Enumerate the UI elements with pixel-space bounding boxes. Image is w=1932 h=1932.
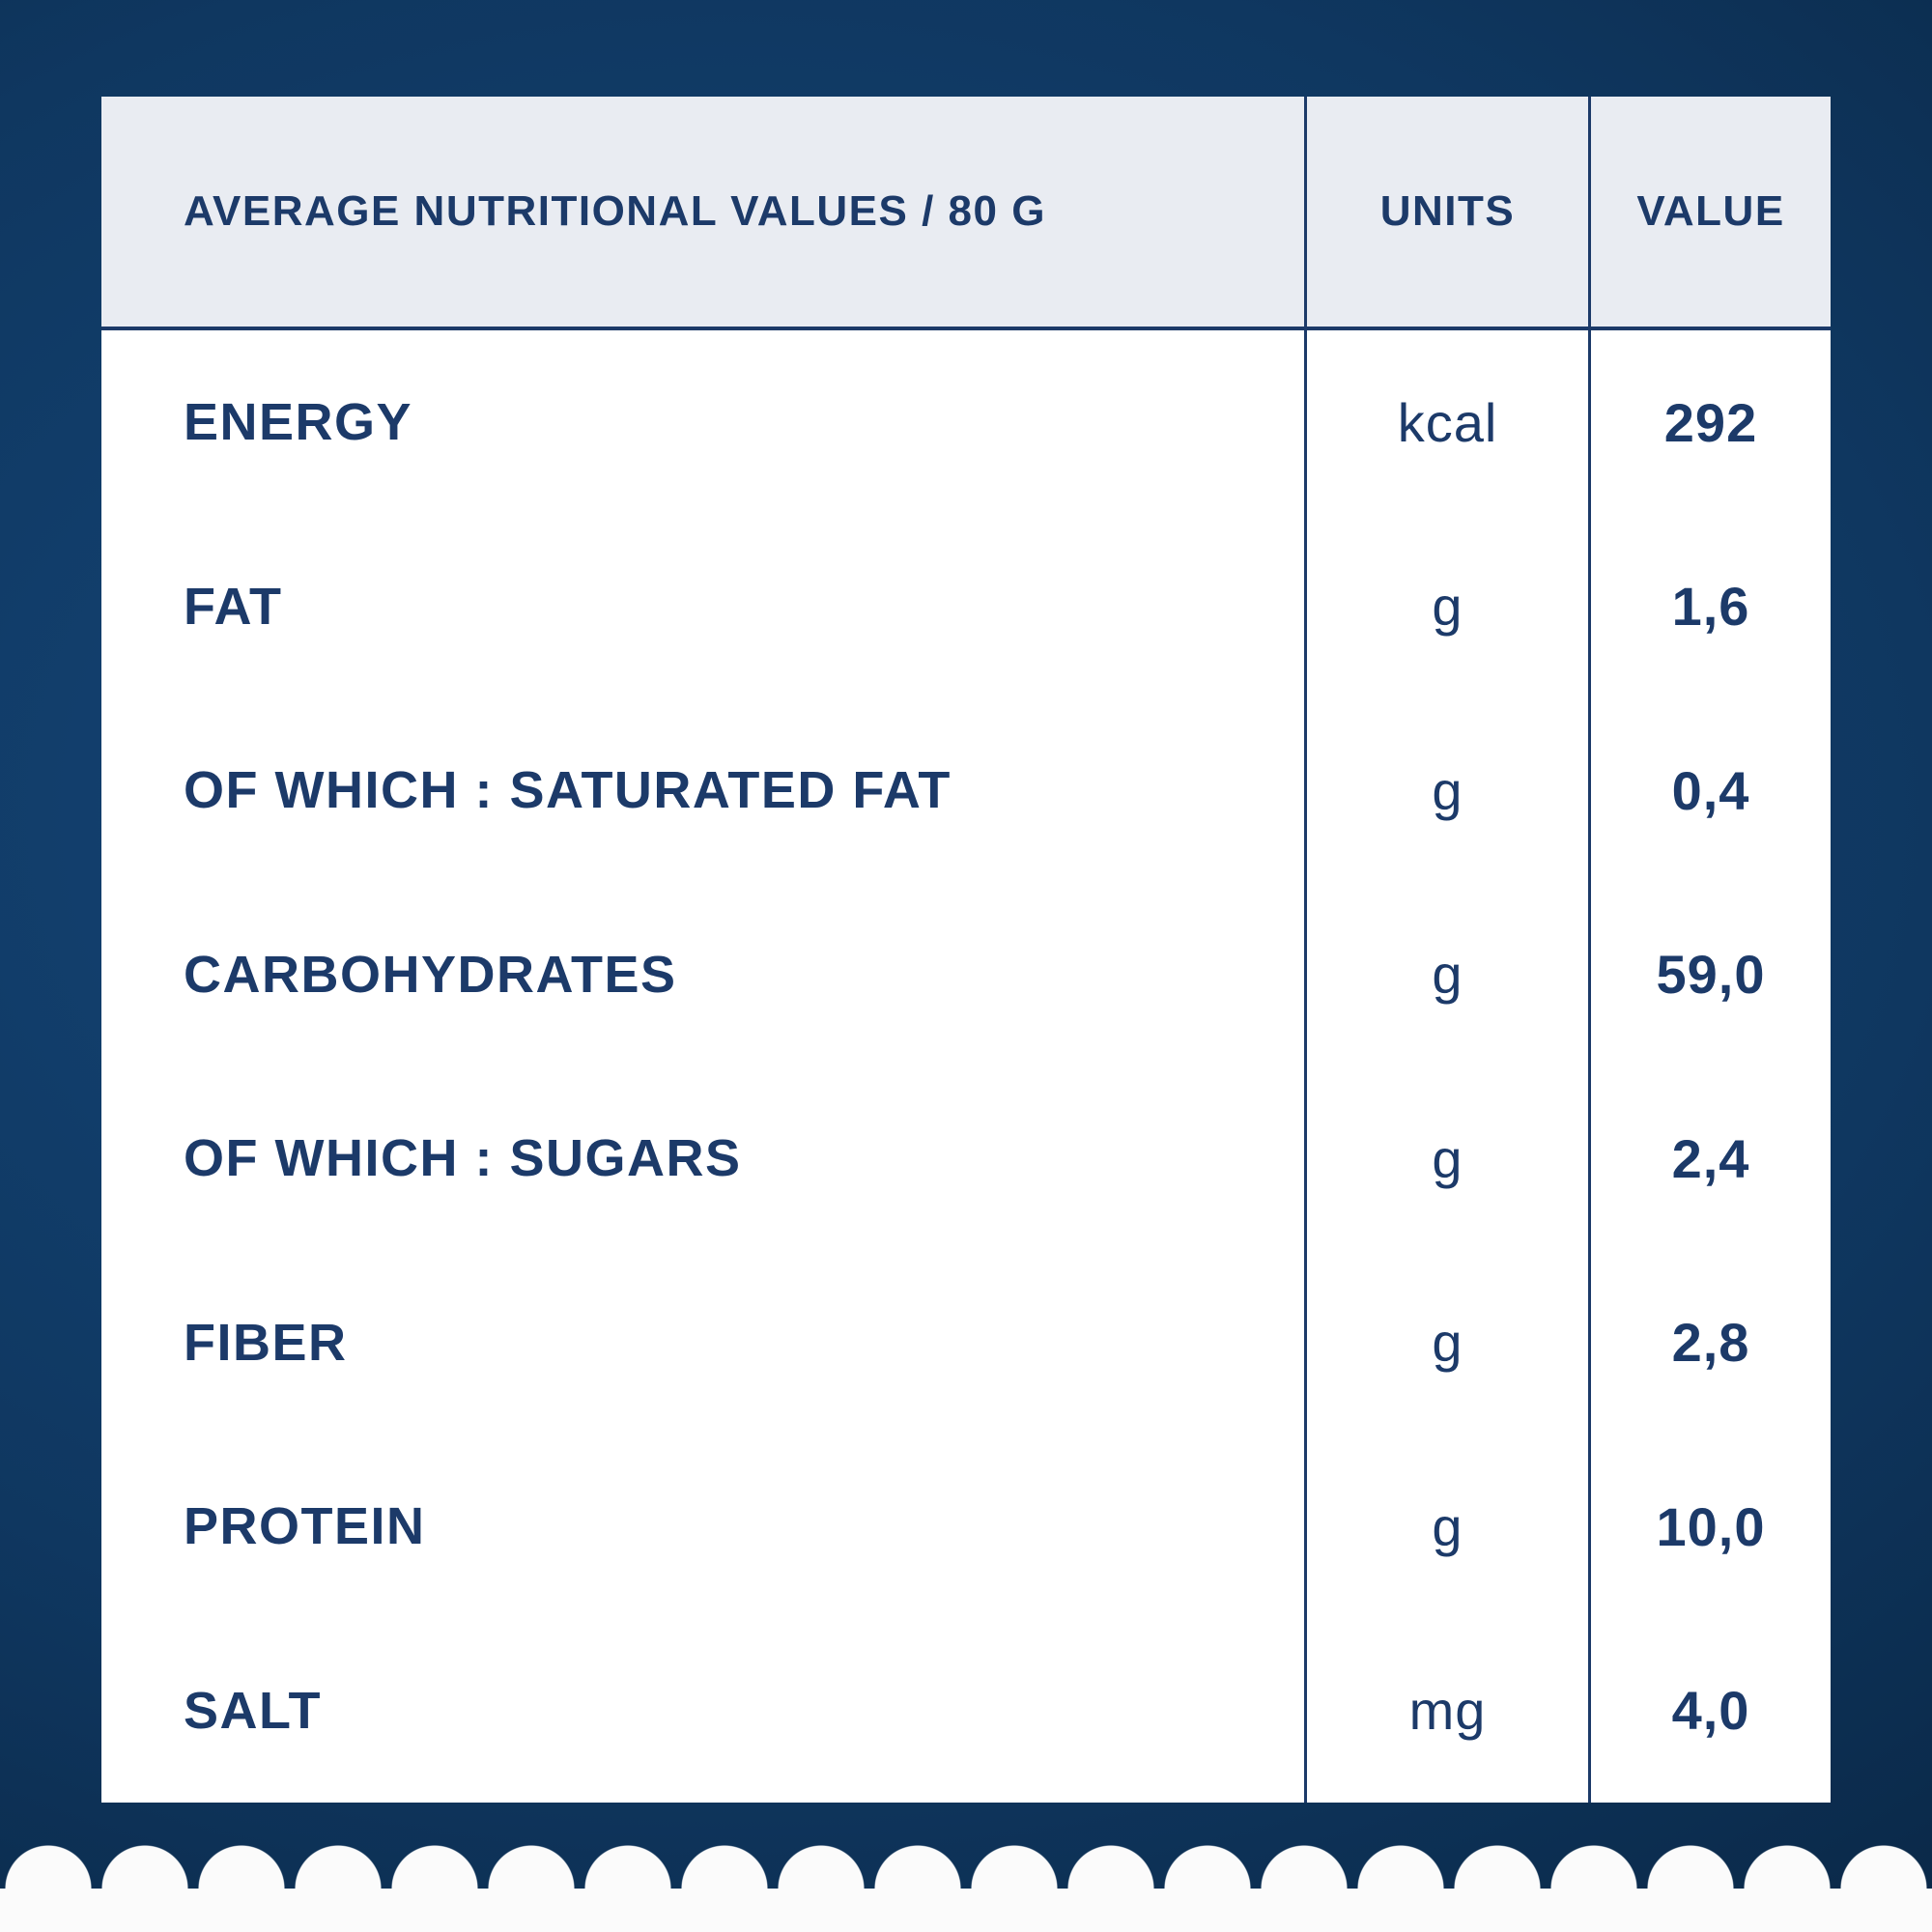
header-cell-value: VALUE <box>1636 187 1785 235</box>
row-units: g <box>1304 1066 1591 1251</box>
row-label: ENERGY <box>184 393 413 452</box>
row-units: g <box>1304 698 1591 883</box>
table-row-energy: ENERGY kcal 292 <box>101 330 1831 515</box>
row-units: g <box>1304 882 1591 1066</box>
table-row-salt: SALT mg 4,0 <box>101 1618 1831 1803</box>
table-row-sugars: OF WHICH : SUGARS g 2,4 <box>101 1066 1831 1251</box>
table-row-saturated-fat: OF WHICH : SATURATED FAT g 0,4 <box>101 698 1831 883</box>
row-units: mg <box>1304 1618 1591 1803</box>
row-units: g <box>1304 1250 1591 1435</box>
row-label: FIBER <box>184 1313 348 1372</box>
table-row-fat: FAT g 1,6 <box>101 514 1831 698</box>
row-value: 0,4 <box>1671 759 1750 821</box>
row-units: g <box>1304 514 1591 698</box>
row-label: PROTEIN <box>184 1497 426 1556</box>
scalloped-paper-edge <box>0 1845 1932 1932</box>
row-value: 59,0 <box>1656 944 1766 1006</box>
header-cell-nutritional-values: AVERAGE NUTRITIONAL VALUES / 80 G <box>184 187 1046 235</box>
row-units: kcal <box>1304 330 1591 515</box>
table-header-row: AVERAGE NUTRITIONAL VALUES / 80 G UNITS … <box>101 97 1831 330</box>
row-value: 1,6 <box>1671 576 1750 638</box>
row-label: OF WHICH : SATURATED FAT <box>184 761 952 820</box>
row-label: CARBOHYDRATES <box>184 945 677 1004</box>
nutrition-table: AVERAGE NUTRITIONAL VALUES / 80 G UNITS … <box>101 97 1831 1803</box>
row-value: 10,0 <box>1656 1495 1766 1557</box>
row-label: OF WHICH : SUGARS <box>184 1129 742 1188</box>
row-label: SALT <box>184 1681 322 1740</box>
row-label: FAT <box>184 577 283 636</box>
row-value: 2,4 <box>1671 1127 1750 1189</box>
row-units: g <box>1304 1435 1591 1619</box>
table-row-fiber: FIBER g 2,8 <box>101 1250 1831 1435</box>
row-value: 292 <box>1663 391 1758 453</box>
table-row-protein: PROTEIN g 10,0 <box>101 1435 1831 1619</box>
header-cell-units: UNITS <box>1304 97 1591 327</box>
row-value: 4,0 <box>1671 1680 1750 1742</box>
row-value: 2,8 <box>1671 1312 1750 1374</box>
table-row-carbohydrates: CARBOHYDRATES g 59,0 <box>101 882 1831 1066</box>
